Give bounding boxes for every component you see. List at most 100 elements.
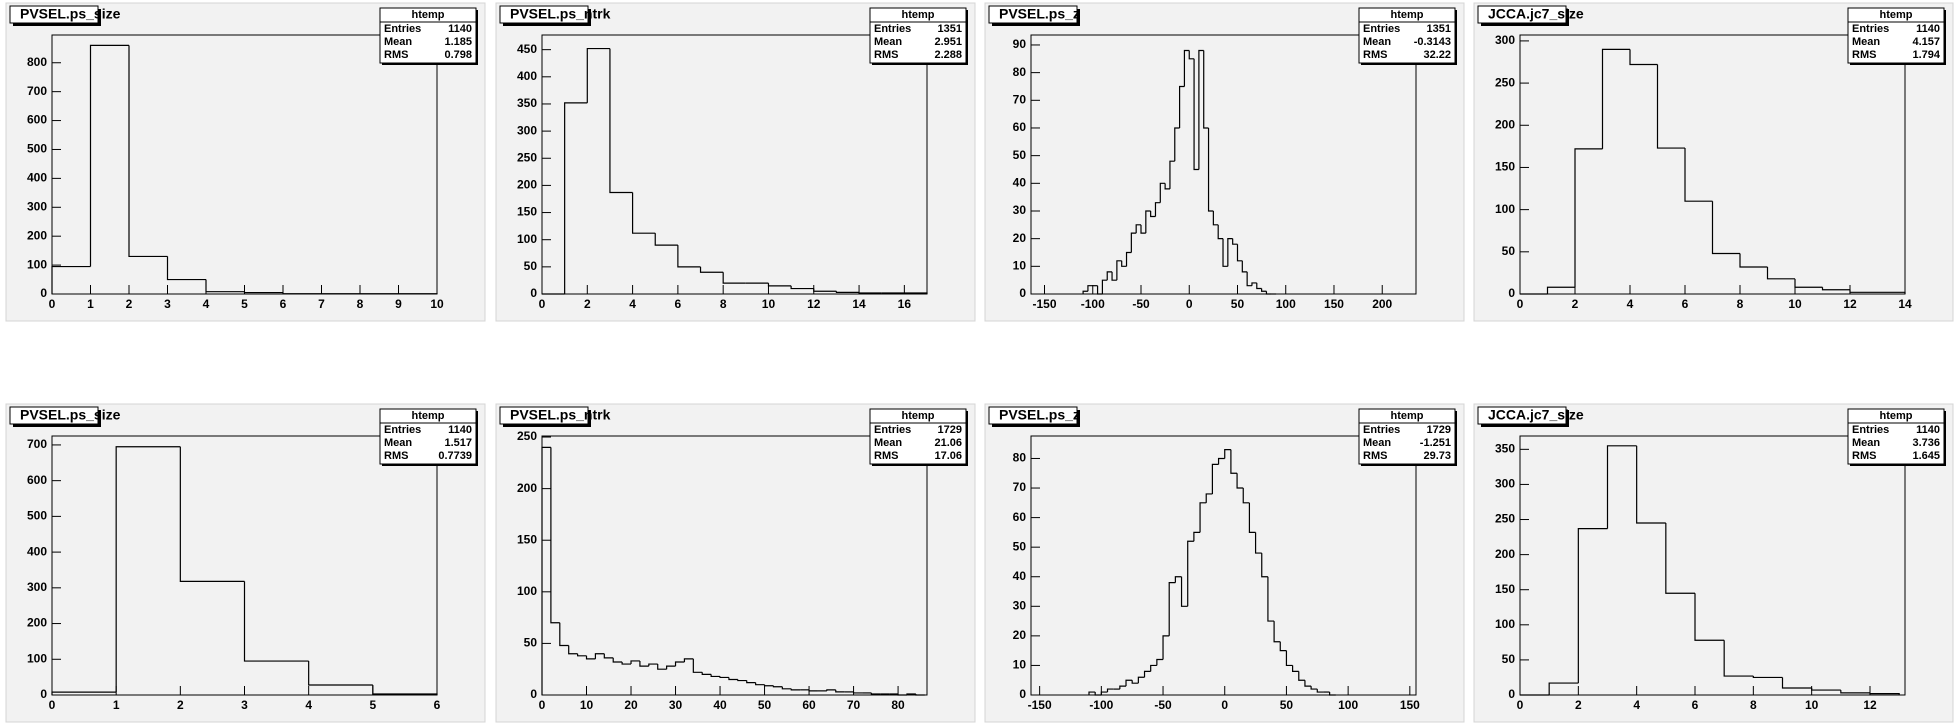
stats-value: 1351: [1427, 23, 1451, 35]
stats-value: 1351: [938, 23, 962, 35]
stats-label: Mean: [384, 36, 412, 48]
title-box: [499, 406, 589, 425]
histogram-bin: [648, 663, 658, 667]
x-tick-label: 8: [720, 297, 727, 311]
x-tick-label: 2: [1572, 297, 1579, 311]
panel-title: PVSEL.ps_ntrk: [510, 407, 611, 423]
x-tick-label: 150: [1324, 297, 1344, 311]
y-tick-label: 250: [517, 150, 537, 164]
x-tick-label: 150: [1400, 698, 1420, 712]
x-tick-label: 2: [584, 297, 591, 311]
stats-title: htemp: [412, 410, 445, 422]
stats-label: Mean: [874, 437, 902, 449]
histogram-bin: [790, 285, 814, 290]
histogram-bin: [657, 664, 667, 670]
y-tick-label: 80: [1013, 451, 1027, 465]
histogram-bin: [594, 653, 605, 659]
histogram-bin: [568, 645, 578, 655]
histogram-bin: [1261, 288, 1267, 292]
stats-label: Entries: [1363, 23, 1400, 35]
stats-box: [869, 7, 967, 64]
plot-frame: [1030, 435, 1417, 696]
histogram-bin: [1232, 238, 1238, 245]
histogram-bin: [692, 658, 703, 673]
stats-title: htemp: [1880, 410, 1913, 422]
stats-label: RMS: [384, 450, 408, 462]
histogram-bin: [666, 665, 676, 670]
stats-value: 2.951: [934, 36, 962, 48]
histogram-bin: [1217, 224, 1224, 240]
histogram-bin: [1137, 676, 1145, 684]
x-tick-label: 70: [847, 698, 861, 712]
y-tick-label: 0: [530, 286, 537, 300]
x-tick-label: 14: [852, 297, 866, 311]
stats-value: 1140: [1916, 424, 1940, 436]
stats-label: Entries: [874, 23, 911, 35]
y-tick-label: 500: [27, 142, 47, 156]
histogram-bin: [51, 265, 91, 294]
histogram-panel: 0 50 100 150 200 250 300 0 2 4 6 8 10 12 14 JCCA.jc7_si…: [1473, 2, 1954, 322]
stats-box: [1847, 408, 1945, 465]
histogram-bin: [1316, 689, 1324, 693]
y-tick-label: 60: [1013, 120, 1027, 134]
y-tick-label: 90: [1013, 37, 1027, 51]
y-tick-label: 50: [1502, 244, 1516, 258]
plot-frame: [1519, 435, 1906, 696]
histogram-bin: [674, 661, 685, 667]
y-tick-label: 350: [517, 96, 537, 110]
histogram-bin: [639, 660, 649, 667]
histogram-bin: [243, 581, 309, 662]
histogram-bin: [166, 256, 206, 281]
panel-title: JCCA.jc7_size: [1488, 6, 1584, 22]
stats-value: 4.157: [1912, 36, 1940, 48]
title-box: [9, 406, 99, 425]
x-tick-label: 1: [113, 698, 120, 712]
histogram-bin: [1224, 449, 1231, 459]
y-tick-label: 100: [27, 651, 47, 665]
histogram-bin: [1217, 457, 1225, 465]
histogram-bin: [1781, 677, 1812, 689]
histogram-bin: [586, 47, 610, 103]
stats-title: htemp: [1880, 9, 1913, 21]
histogram-bin: [631, 192, 656, 234]
y-tick-label: 150: [1495, 582, 1515, 596]
x-tick-label: 50: [1280, 698, 1294, 712]
x-tick-label: 10: [1805, 698, 1819, 712]
histogram-panel: 0 50 100 150 200 250 300 350 400 450 0 2 4 6 8 10 12 14 16…: [495, 2, 976, 322]
x-tick-label: 0: [539, 297, 546, 311]
y-tick-label: 600: [27, 113, 47, 127]
y-tick-label: 50: [1502, 652, 1516, 666]
x-tick-label: 80: [891, 698, 905, 712]
histogram-bin: [1684, 148, 1713, 202]
y-tick-label: 50: [1013, 539, 1027, 553]
x-tick-label: 3: [164, 297, 171, 311]
title-box: [9, 5, 99, 24]
x-tick-label: 6: [434, 698, 441, 712]
histogram-panel: 0 50 100 150 200 250 300 350 0 2 4 6 8 10 12 JCCA.jc7_s…: [1473, 403, 1954, 723]
histogram-bin: [1198, 49, 1204, 170]
histogram-bin: [835, 291, 860, 293]
stats-title: htemp: [412, 9, 445, 21]
x-tick-label: 12: [807, 297, 821, 311]
x-tick-label: 0: [49, 698, 56, 712]
y-tick-label: 200: [517, 481, 537, 495]
x-tick-label: 0: [539, 698, 546, 712]
x-tick-label: 0: [1517, 297, 1524, 311]
histogram-bin: [1251, 282, 1257, 286]
x-tick-label: -150: [1028, 698, 1052, 712]
histogram-bin: [677, 245, 701, 268]
histogram-bin: [790, 688, 801, 691]
title-box: [1477, 5, 1567, 24]
histogram-bin: [1178, 85, 1185, 128]
histogram-bin: [1106, 688, 1114, 693]
histogram-bin: [1546, 286, 1575, 294]
histogram-bin: [763, 684, 774, 687]
histogram-bin: [1203, 50, 1209, 129]
histogram-bin: [1088, 691, 1096, 695]
y-tick-label: 400: [27, 544, 47, 558]
histogram-bin: [1265, 291, 1272, 295]
x-tick-label: 9: [395, 297, 402, 311]
x-tick-label: 50: [1231, 297, 1245, 311]
histogram-bin: [1577, 528, 1608, 684]
y-tick-label: 50: [1013, 148, 1027, 162]
